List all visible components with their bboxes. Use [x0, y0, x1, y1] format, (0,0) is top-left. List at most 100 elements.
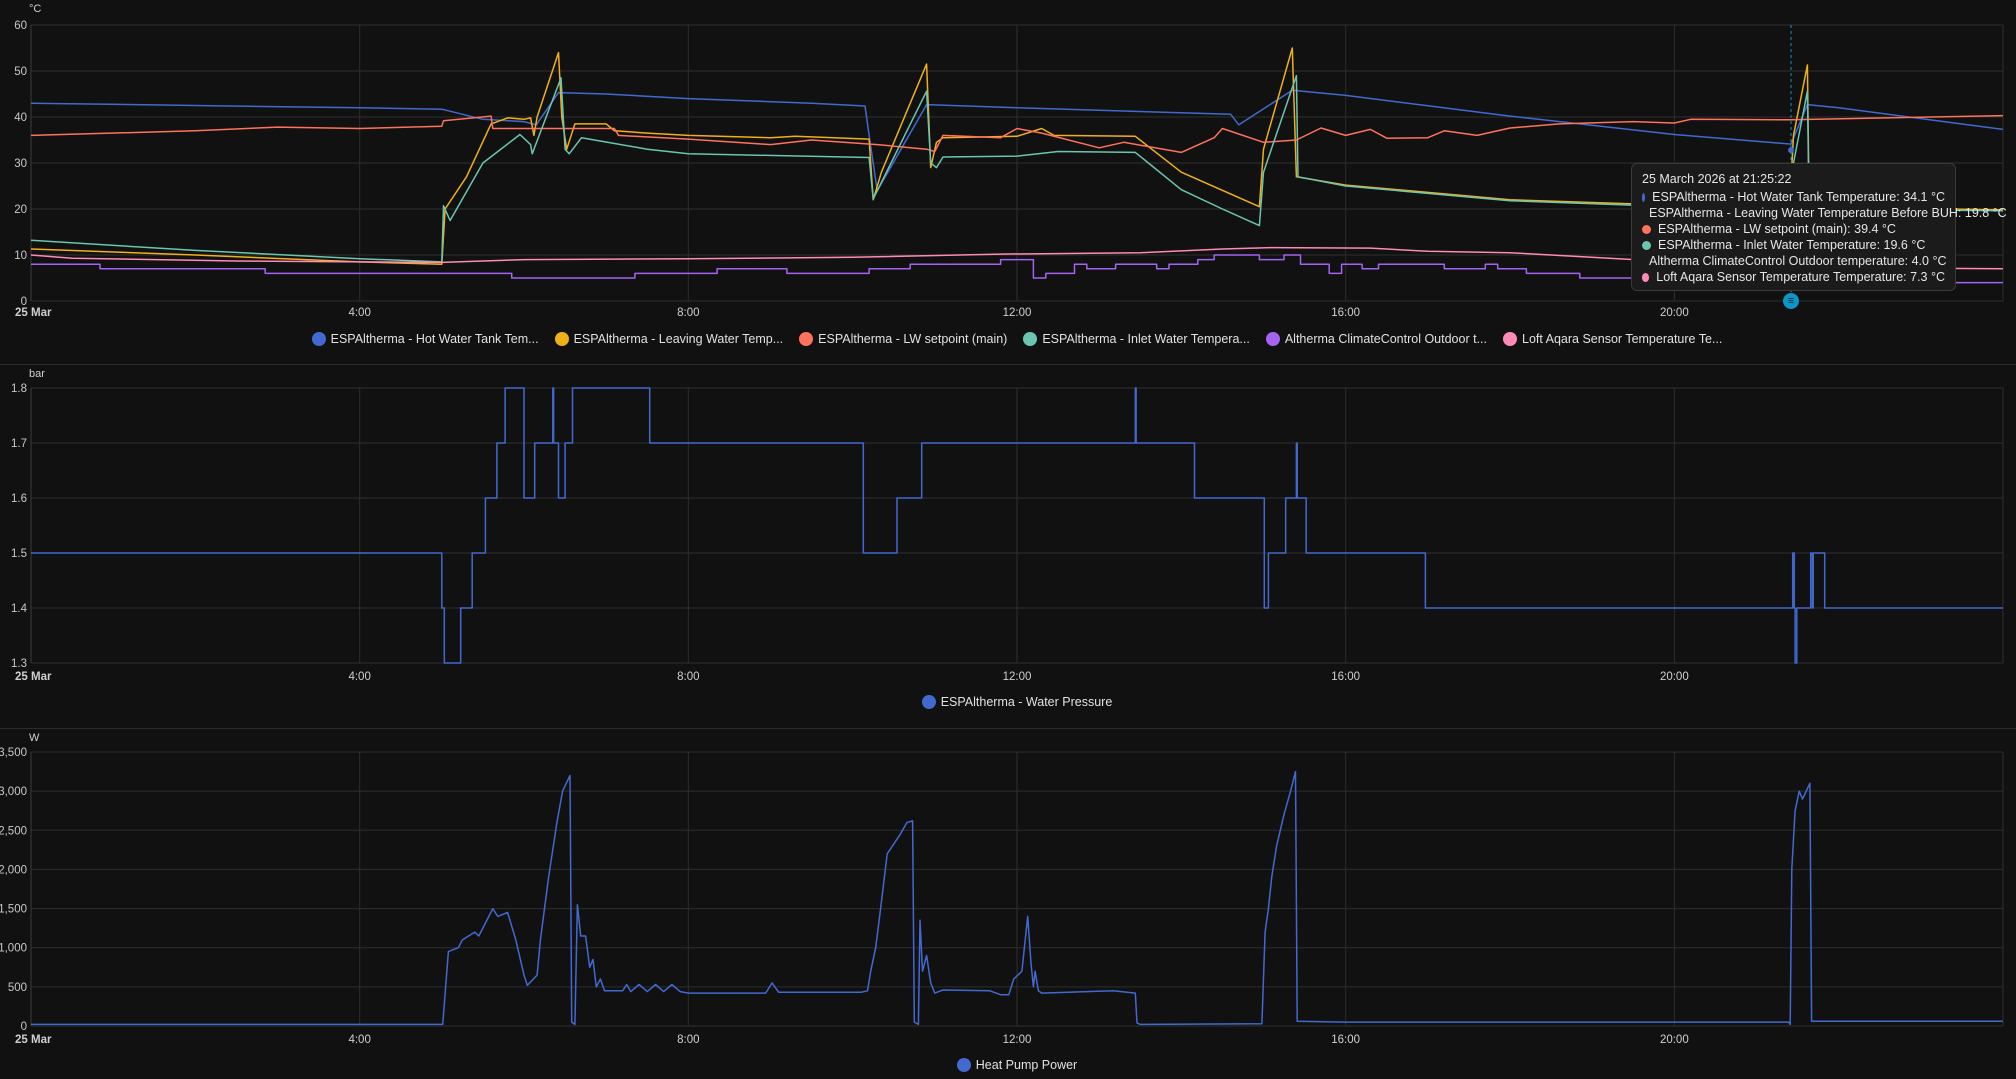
x-tick-label: 20:00: [1660, 671, 1689, 683]
chart-2: W 0 500 1,000 1,500 2,000 2,500 3,000 3,500 25 Ma…: [0, 732, 2004, 1046]
y-axis-unit: bar: [29, 368, 45, 380]
y-axis-unit: W: [29, 732, 40, 744]
tooltip-row-label: Altherma ClimateControl Outdoor temperat…: [1649, 254, 1947, 268]
legend-item[interactable]: ESPAltherma - Hot Water Tank Tem...: [311, 332, 539, 346]
legend-label: ESPAltherma - Water Pressure: [940, 695, 1113, 709]
x-tick-label: 12:00: [1003, 307, 1032, 319]
chart-divider: [0, 728, 2016, 729]
legend-color-dot: [799, 332, 814, 346]
x-tick-label: 16:00: [1331, 671, 1360, 683]
x-tick-label: 16:00: [1331, 1034, 1360, 1046]
tooltip-color-dot: [1642, 272, 1650, 282]
tooltip-color-dot: [1642, 224, 1651, 234]
y-tick-label: 1.3: [11, 658, 27, 670]
tooltip-row: ESPAltherma - LW setpoint (main): 39.4 °…: [1642, 221, 1945, 237]
legend-color-dot: [1023, 332, 1038, 346]
y-tick-label: 0: [21, 1021, 27, 1033]
legend-label: Loft Aqara Sensor Temperature Te...: [1522, 332, 1723, 346]
legend-item[interactable]: ESPAltherma - LW setpoint (main): [799, 332, 1007, 346]
series-line-altherma-climatecontrol-outdoor-temperature[interactable]: [31, 254, 2003, 284]
y-tick-label: 2,500: [0, 825, 27, 837]
legend-color-dot: [1503, 332, 1517, 346]
tooltip-row: Altherma ClimateControl Outdoor temperat…: [1642, 253, 1947, 269]
y-tick-label: 1,000: [0, 943, 27, 955]
series-line-espaltherma-water-pressure[interactable]: [31, 387, 2003, 664]
legend-label: Altherma ClimateControl Outdoor t...: [1284, 332, 1487, 346]
tooltip-row: ESPAltherma - Inlet Water Temperature: 1…: [1642, 237, 1945, 253]
tooltip-row-label: ESPAltherma - Inlet Water Temperature: 1…: [1658, 238, 1926, 252]
y-tick-label: 2,000: [0, 864, 27, 876]
tooltip-row-label: ESPAltherma - LW setpoint (main): 39.4 °…: [1658, 222, 1896, 236]
legend-label: ESPAltherma - Leaving Water Temp...: [573, 332, 784, 346]
legend-color-dot: [921, 695, 936, 709]
tooltip-row: ESPAltherma - Leaving Water Temperature …: [1642, 205, 2007, 221]
tooltip-row: Loft Aqara Sensor Temperature Temperatur…: [1642, 269, 1945, 285]
x-tick-label: 20:00: [1660, 307, 1689, 319]
y-tick-label: 40: [14, 112, 27, 124]
series-line-loft-aqara-sensor-temperature-temperature[interactable]: [30, 246, 2004, 270]
legend-label: Heat Pump Power: [975, 1058, 1078, 1072]
chart-divider: [0, 364, 2016, 365]
y-tick-label: 30: [14, 158, 27, 170]
x-tick-label: 12:00: [1003, 671, 1032, 683]
legend-color-dot: [956, 1058, 971, 1072]
hover-point: [1788, 147, 1795, 154]
x-tick-label: 4:00: [348, 671, 370, 683]
x-tick-label: 25 Mar: [15, 671, 52, 683]
series-line-espaltherma-inlet-water-temperature[interactable]: [30, 74, 2004, 263]
y-tick-label: 1.6: [11, 493, 27, 505]
y-tick-label: 50: [14, 66, 27, 78]
hover-tooltip: 25 March 2026 at 21:25:22 ESPAltherma - …: [1631, 163, 2007, 291]
power-legend: Heat Pump Power: [31, 1058, 2003, 1072]
x-tick-label: 8:00: [677, 671, 699, 683]
tooltip-color-dot: [1642, 240, 1651, 250]
chart-1: bar 1.3 1.4 1.5 1.6 1.7 1.8 25 Mar 4:00 8:00 12:00…: [11, 368, 2004, 683]
y-tick-label: 1.8: [11, 383, 27, 395]
legend-item[interactable]: Heat Pump Power: [956, 1058, 1078, 1072]
y-tick-label: 20: [14, 204, 27, 216]
y-tick-label: 60: [14, 20, 27, 32]
x-tick-label: 12:00: [1003, 1034, 1032, 1046]
tooltip-timestamp: 25 March 2026 at 21:25:22: [1642, 172, 1792, 186]
pressure-legend: ESPAltherma - Water Pressure: [31, 695, 2003, 709]
x-tick-label: 25 Mar: [15, 307, 52, 319]
list-icon[interactable]: ≡: [1783, 293, 1799, 309]
y-axis-unit: °C: [29, 3, 41, 15]
tooltip-row-label: Loft Aqara Sensor Temperature Temperatur…: [1656, 270, 1945, 284]
y-tick-label: 1,500: [0, 904, 27, 916]
y-tick-label: 1.4: [11, 603, 28, 615]
x-tick-label: 8:00: [677, 307, 699, 319]
x-tick-label: 16:00: [1331, 307, 1360, 319]
series-line-heat-pump-power[interactable]: [31, 770, 2003, 1026]
legend-label: ESPAltherma - LW setpoint (main): [818, 332, 1008, 346]
legend-item[interactable]: Altherma ClimateControl Outdoor t...: [1265, 332, 1487, 346]
x-tick-label: 4:00: [348, 307, 370, 319]
chart-0: °C 0 10 20 30 40 50 60 25 Mar 4:00 8:00 12:00 16:00 2…: [14, 3, 2004, 319]
legend-color-dot: [311, 332, 326, 346]
legend-item[interactable]: ESPAltherma - Inlet Water Tempera...: [1023, 332, 1250, 346]
legend-item[interactable]: ESPAltherma - Leaving Water Temp...: [554, 332, 784, 346]
legend-item[interactable]: ESPAltherma - Water Pressure: [921, 695, 1113, 709]
tooltip-row: ESPAltherma - Hot Water Tank Temperature…: [1642, 189, 1945, 205]
legend-label: ESPAltherma - Inlet Water Tempera...: [1042, 332, 1250, 346]
y-tick-label: 1.5: [11, 548, 27, 560]
temperature-legend: ESPAltherma - Hot Water Tank Tem... ESPAl…: [31, 332, 2003, 346]
legend-color-dot: [554, 332, 569, 346]
x-tick-label: 20:00: [1660, 1034, 1689, 1046]
y-tick-label: 0: [21, 296, 27, 308]
y-tick-label: 10: [14, 250, 27, 262]
x-tick-label: 25 Mar: [15, 1034, 52, 1046]
x-tick-label: 4:00: [348, 1034, 370, 1046]
y-tick-label: 3,000: [0, 786, 27, 798]
legend-color-dot: [1265, 332, 1280, 346]
series-line-espaltherma-hot-water-tank-temperature[interactable]: [30, 89, 2004, 192]
tooltip-row-label: ESPAltherma - Hot Water Tank Temperature…: [1652, 190, 1945, 204]
y-tick-label: 500: [8, 982, 27, 994]
x-tick-label: 8:00: [677, 1034, 699, 1046]
y-tick-label: 1.7: [11, 438, 27, 450]
y-tick-label: 3,500: [0, 747, 27, 759]
legend-item[interactable]: Loft Aqara Sensor Temperature Te...: [1503, 332, 1722, 346]
series-line-espaltherma-lw-setpoint-main-[interactable]: [30, 114, 2004, 154]
tooltip-color-dot: [1642, 192, 1646, 202]
